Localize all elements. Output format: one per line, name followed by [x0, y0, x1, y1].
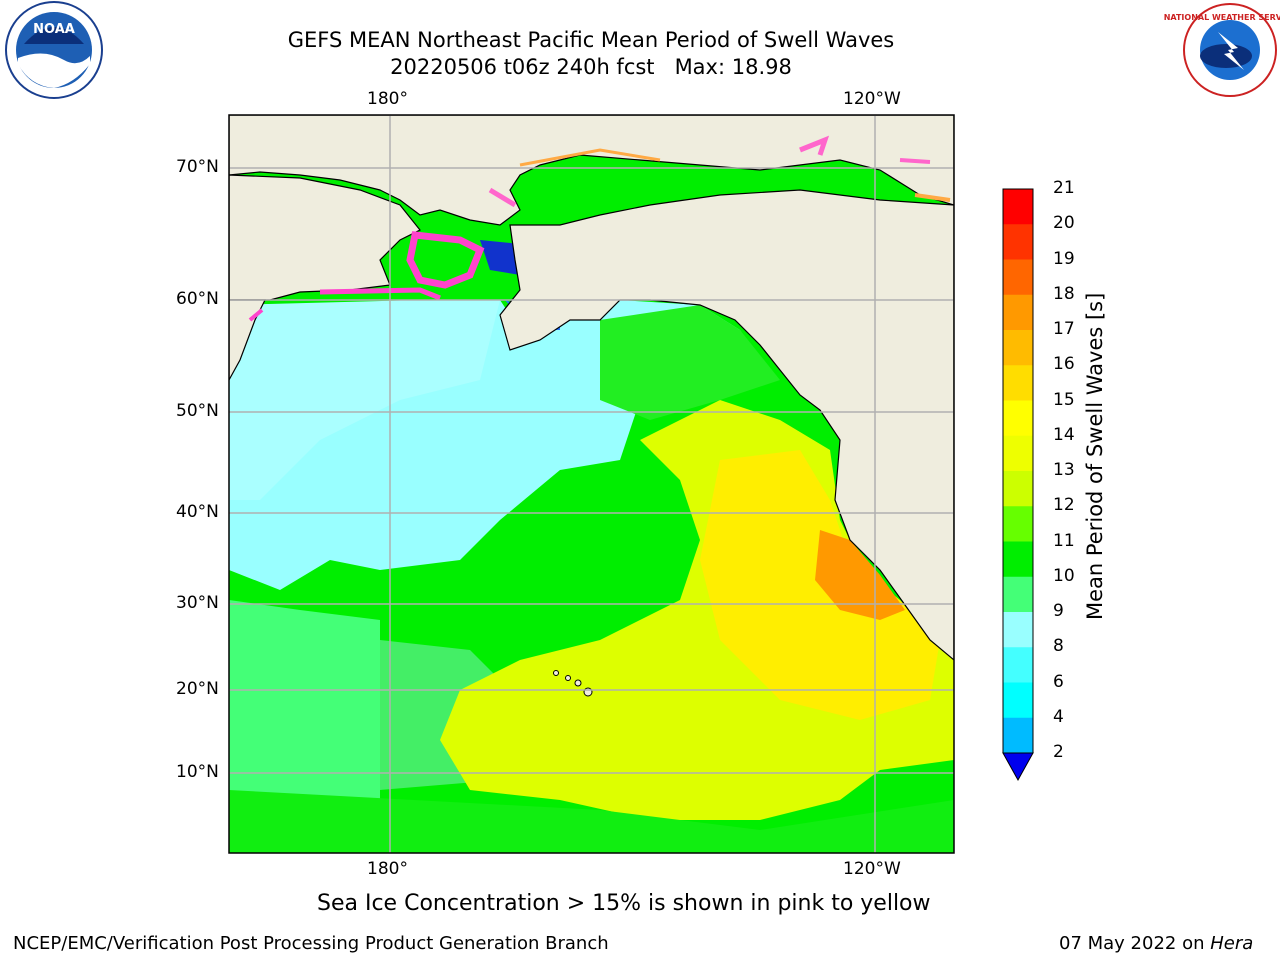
- colorbar-tick-label: 11: [1053, 530, 1075, 551]
- sea-ice-bering: [406, 231, 485, 289]
- lon-label-top-120w: 120°W: [843, 89, 901, 109]
- footer-machine: Hera: [1210, 933, 1254, 954]
- colorbar-tick-label: 14: [1053, 424, 1075, 445]
- colorbar-tick-label: 15: [1053, 389, 1075, 410]
- map-subtitle: 20220506 t06z 240h fcst Max: 18.98: [390, 55, 792, 79]
- land-north-america: [499, 189, 954, 661]
- lat-label-60n: 60°N: [176, 289, 219, 309]
- footer-branch: NCEP/EMC/Verification Post Processing Pr…: [13, 933, 609, 954]
- colorbar-tick-label: 21: [1053, 178, 1075, 198]
- colorbar-tick-label: 8: [1053, 636, 1064, 657]
- colorbar-tick-label: 16: [1053, 354, 1075, 375]
- map-frame: [228, 114, 955, 854]
- lon-label-bottom-120w: 120°W: [843, 859, 901, 879]
- lat-label-50n: 50°N: [176, 401, 219, 421]
- map-title: GEFS MEAN Northeast Pacific Mean Period …: [287, 28, 895, 52]
- colorbar-tick-label: 17: [1053, 319, 1075, 339]
- lat-label-40n: 40°N: [176, 502, 219, 522]
- footer-date-text: 07 May 2022 on: [1059, 933, 1211, 954]
- colorbar-tick-label: 9: [1053, 601, 1064, 621]
- land-hawaii: [583, 687, 593, 697]
- sea-ice-caption: Sea Ice Concentration > 15% is shown in …: [317, 891, 931, 916]
- lon-label-bottom-180: 180°: [367, 859, 408, 879]
- lat-label-10n: 10°N: [176, 762, 219, 782]
- colorbar-tick-label: 13: [1053, 460, 1075, 480]
- colorbar-tick-label: 18: [1053, 283, 1075, 304]
- lat-label-70n: 70°N: [176, 157, 219, 177]
- colorbar-tick-label: 12: [1053, 495, 1075, 516]
- map-graticule: [229, 115, 954, 853]
- ocean-lightgreen-region: [229, 600, 380, 853]
- lat-label-30n: 30°N: [176, 593, 219, 613]
- colorbar-tick-label: 20: [1053, 213, 1075, 234]
- colorbar-tick-label: 4: [1053, 706, 1064, 727]
- colorbar-tick-label: 6: [1053, 671, 1064, 692]
- lon-label-top-180: 180°: [367, 89, 408, 109]
- ocean-orange-region: [815, 530, 905, 620]
- colorbar-tick-label: 2: [1053, 742, 1064, 762]
- footer-date: 07 May 2022 on Hera: [1059, 933, 1253, 954]
- colorbar-tick-label: 19: [1053, 248, 1075, 269]
- colorbar-title: Mean Period of Swell Waves [s]: [1083, 292, 1107, 620]
- colorbar-tick-label: 10: [1053, 565, 1075, 586]
- lat-label-20n: 20°N: [176, 679, 219, 699]
